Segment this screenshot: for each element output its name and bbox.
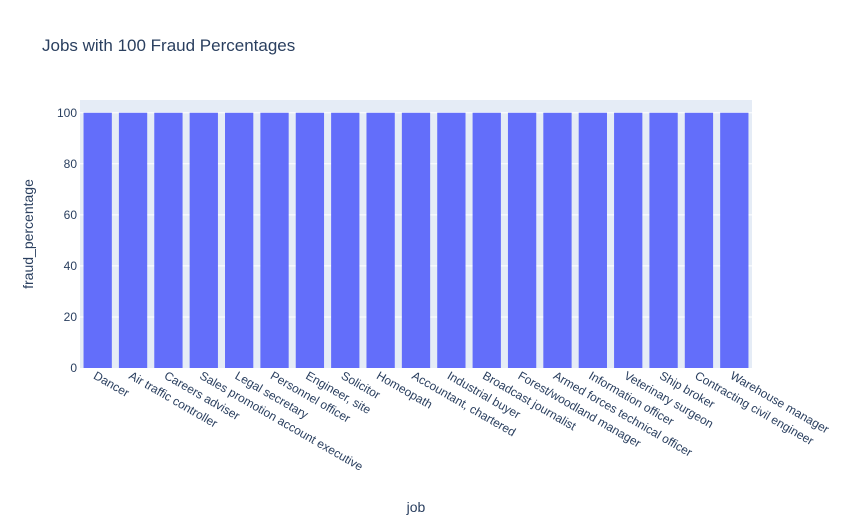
bar: [437, 112, 466, 368]
bar: [331, 112, 360, 368]
bar: [614, 112, 643, 368]
bar: [260, 112, 289, 368]
y-tick-label: 80: [64, 157, 78, 171]
y-tick-label: 100: [57, 106, 77, 120]
bar: [472, 112, 501, 368]
bar: [401, 112, 431, 368]
y-axis-ticks: 0 20 40 60 80 100: [57, 106, 77, 375]
chart-title: Jobs with 100 Fraud Percentages: [42, 36, 295, 55]
bar: [684, 112, 714, 368]
bar: [154, 112, 183, 368]
x-axis-title: job: [406, 499, 426, 515]
bars: [83, 112, 749, 368]
y-axis-title: fraud_percentage: [20, 179, 36, 289]
bar: [118, 112, 148, 368]
y-tick-label: 20: [64, 310, 78, 324]
bar: [189, 112, 218, 368]
y-tick-label: 40: [64, 259, 78, 273]
y-tick-label: 0: [70, 361, 77, 375]
y-tick-label: 60: [64, 208, 78, 222]
bar: [578, 112, 607, 368]
bar: [649, 112, 678, 368]
x-tick-label: Dancer: [91, 368, 132, 399]
bar: [720, 112, 749, 368]
bar: [366, 112, 395, 368]
bar: [543, 112, 572, 368]
bar: [83, 112, 112, 368]
bar: [225, 112, 254, 368]
bar: [507, 112, 537, 368]
bar: [295, 112, 325, 368]
